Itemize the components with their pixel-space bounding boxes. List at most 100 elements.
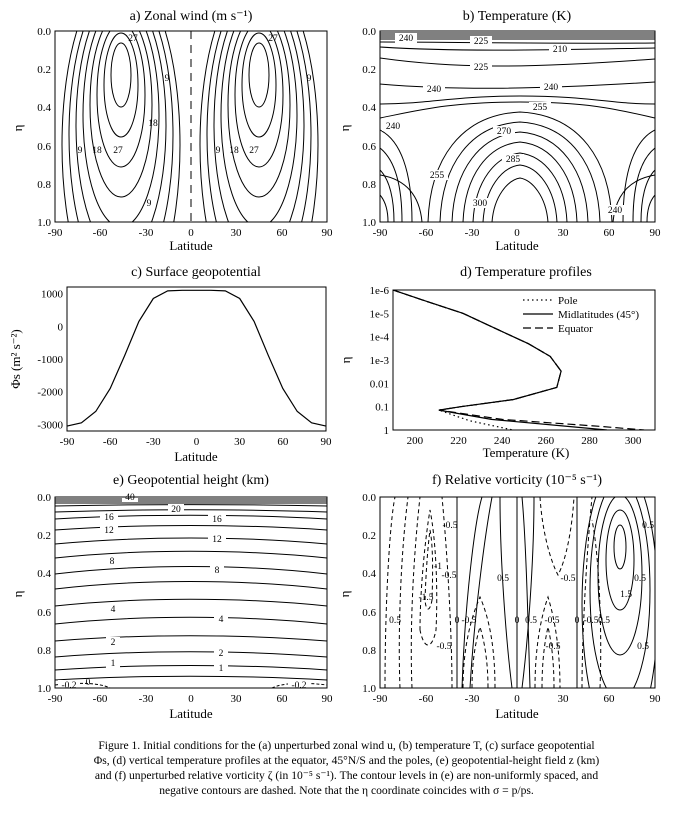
y-axis-label: η xyxy=(10,124,25,131)
panel-a-contours-right xyxy=(199,31,319,222)
x-tick-label: 60 xyxy=(277,436,289,448)
x-axis-label: Latitude xyxy=(169,238,213,253)
x-tick-label: 300 xyxy=(625,435,642,447)
x-tick-label: 200 xyxy=(407,435,424,447)
y-tick-label: 0.2 xyxy=(362,64,376,76)
contour-label: 18 xyxy=(148,119,158,129)
contour-label: 27 xyxy=(268,34,278,44)
x-tick-label: 0 xyxy=(194,436,200,448)
legend-pole: Pole xyxy=(558,295,578,307)
contour-label: 2 xyxy=(111,638,116,648)
panel-d-title: d) Temperature profiles xyxy=(460,265,592,280)
y-axis-label: η xyxy=(10,590,25,597)
contour-label: 255 xyxy=(430,171,445,181)
contour-label: 1 xyxy=(219,664,224,674)
contour-240a xyxy=(380,81,655,89)
x-tick-label: 60 xyxy=(604,227,616,239)
y-tick-label: 0.01 xyxy=(370,378,389,390)
y-axis-label: η xyxy=(338,356,353,363)
y-tick-label: 1e-6 xyxy=(369,285,389,297)
x-axis-label: Latitude xyxy=(169,706,213,721)
contour-label: 0.5 xyxy=(598,616,610,626)
contour-label: 0.5 xyxy=(525,616,537,626)
contour-label: 2 xyxy=(219,649,224,659)
y-tick-label: 0.0 xyxy=(362,492,376,504)
contour-label: 20 xyxy=(171,505,181,515)
x-tick-label: -30 xyxy=(465,227,480,239)
x-tick-label: 30 xyxy=(231,227,243,239)
contour-label: 12 xyxy=(104,526,114,536)
panel-e-contour-labels: 40 20 16 16 12 12 8 8 4 4 2 2 1 xyxy=(58,492,310,691)
panel-a-contours-left xyxy=(61,31,181,222)
caption-line: Φs, (d) vertical temperature profiles at… xyxy=(93,754,600,767)
contour-label: 225 xyxy=(474,63,489,73)
contour-label: 9 xyxy=(78,146,83,156)
x-tick-label: -60 xyxy=(93,227,108,239)
panel-a: a) Zonal wind (m s⁻¹) xyxy=(10,9,334,253)
y-tick-label: -1000 xyxy=(37,354,63,366)
y-tick-label: 0.8 xyxy=(362,645,376,657)
contour-225 xyxy=(380,57,655,67)
contour-label: 270 xyxy=(497,127,512,137)
y-tick-label: 1e-4 xyxy=(369,332,389,344)
x-tick-label: 90 xyxy=(650,693,662,705)
x-tick-label: 60 xyxy=(277,693,289,705)
y-tick-label: -2000 xyxy=(37,387,63,399)
contour-label: -0.5 xyxy=(436,642,451,652)
contour-label: -0.2 xyxy=(291,681,306,691)
contour-label: 40 xyxy=(125,493,135,503)
y-tick-label: 1.0 xyxy=(37,217,51,229)
x-tick-label: -30 xyxy=(146,436,161,448)
panel-c-title: c) Surface geopotential xyxy=(131,265,261,280)
contour-label: 210 xyxy=(553,45,568,55)
contour-label: 0 xyxy=(575,616,580,626)
x-tick-label: -30 xyxy=(139,693,154,705)
panel-c-series xyxy=(66,289,327,427)
x-tick-label: 240 xyxy=(494,435,511,447)
y-axis-label: η xyxy=(337,124,352,131)
series-line-equator xyxy=(393,290,645,430)
y-tick-label: 0.0 xyxy=(37,26,51,38)
y-tick-label: 1.0 xyxy=(37,683,51,695)
y-tick-label: 0.4 xyxy=(362,568,376,580)
x-tick-label: 30 xyxy=(234,436,246,448)
x-tick-label: 30 xyxy=(558,693,570,705)
y-tick-label: 1000 xyxy=(41,289,64,301)
contour-label: -0.5 xyxy=(583,616,598,626)
contour-label: 0.5 xyxy=(642,521,654,531)
x-tick-label: 90 xyxy=(650,227,662,239)
x-tick-label: -30 xyxy=(139,227,154,239)
y-tick-label: 1.0 xyxy=(362,683,376,695)
caption-line: negative contours are dashed. Note that … xyxy=(159,784,534,797)
series-line-pole xyxy=(393,290,562,430)
series-line-0 xyxy=(66,289,327,427)
figure: a) Zonal wind (m s⁻¹) xyxy=(8,9,662,721)
panel-e: e) Geopotential height (km) xyxy=(10,473,333,721)
panel-b-title: b) Temperature (K) xyxy=(463,9,572,24)
contour-label: 18 xyxy=(229,146,239,156)
contour-label: 240 xyxy=(544,83,559,93)
x-tick-label: 280 xyxy=(581,435,598,447)
x-tick-label: 0 xyxy=(514,693,520,705)
figure-caption: Figure 1. Initial conditions for the (a)… xyxy=(14,738,679,798)
x-tick-label: 220 xyxy=(450,435,467,447)
panel-b-dome xyxy=(427,111,613,222)
contour-label: 240 xyxy=(427,85,442,95)
contour-label: -1.5 xyxy=(418,593,433,603)
y-tick-label: 0.2 xyxy=(37,530,51,542)
contour-label: 240 xyxy=(608,206,623,216)
x-tick-label: 90 xyxy=(322,227,334,239)
x-axis-label: Latitude xyxy=(174,449,218,464)
panel-c: c) Surface geopotential 1000 0 -1000 -2000 -… xyxy=(8,265,332,464)
x-tick-label: 0 xyxy=(188,227,194,239)
contour-label: 240 xyxy=(399,34,414,44)
panel-d-legend: Pole Midlatitudes (45°) Equator xyxy=(523,295,639,335)
contour-label: 8 xyxy=(215,566,220,576)
x-tick-label: -60 xyxy=(93,693,108,705)
panel-a-title: a) Zonal wind (m s⁻¹) xyxy=(130,9,253,24)
y-tick-label: 0.1 xyxy=(375,402,389,414)
y-tick-label: -3000 xyxy=(37,419,63,431)
contour-label: -0.5 xyxy=(560,574,575,584)
panel-f-title: f) Relative vorticity (10⁻⁵ s⁻¹) xyxy=(432,473,602,488)
contour-label: 12 xyxy=(212,535,222,545)
